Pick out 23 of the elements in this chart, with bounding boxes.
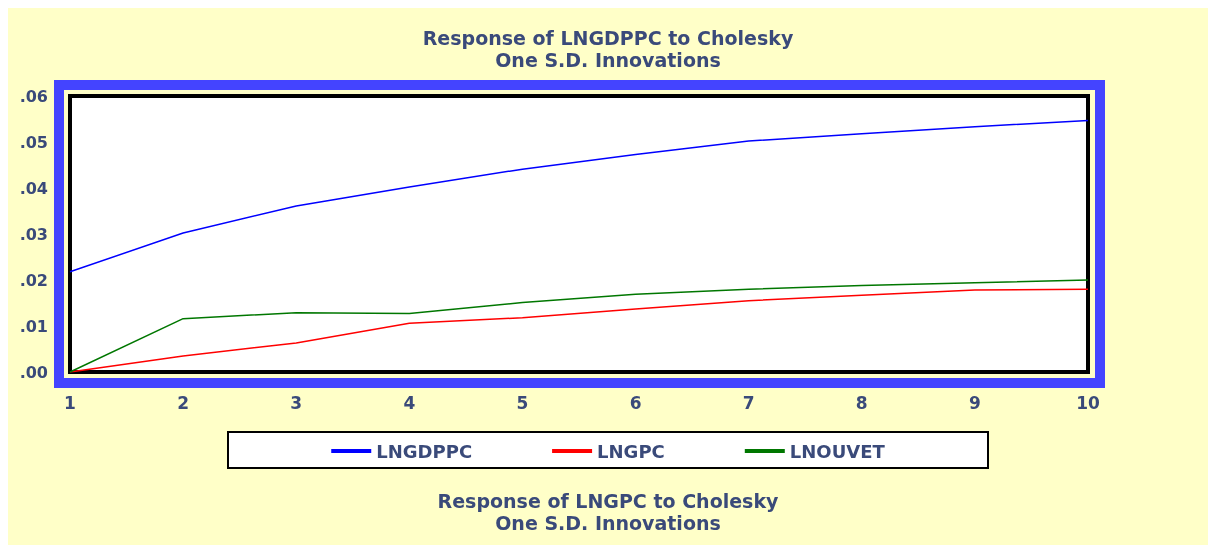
x-tick-label: 4	[403, 392, 416, 413]
x-tick-label: 1	[64, 392, 76, 413]
x-tick-label: 10	[1076, 392, 1100, 413]
legend-label: LNGDPPC	[376, 440, 473, 462]
x-tick-label: 2	[177, 392, 190, 413]
y-tick-label: .05	[19, 132, 48, 152]
y-tick-label: .00	[19, 362, 48, 382]
y-tick-label: .02	[19, 270, 48, 290]
x-tick-label: 6	[629, 392, 642, 413]
text: Response of LNGPC to Cholesky One S.D. Innovations	[437, 490, 780, 534]
y-tick-label: .03	[19, 224, 48, 244]
legend-label: LNOUVET	[789, 440, 886, 462]
x-tick-label: 3	[290, 392, 303, 413]
x-tick-label: 5	[516, 392, 529, 413]
y-tick-label: .04	[19, 178, 48, 198]
x-tick-label: 9	[968, 392, 981, 413]
x-tick-label: 8	[855, 392, 868, 413]
y-tick-label: .01	[19, 316, 48, 336]
y-tick-label: .06	[19, 86, 48, 106]
chart-title: Response of LNGDPPC to Cholesky One S.D. Innovations	[422, 27, 794, 71]
x-tick-label: 7	[742, 392, 755, 413]
line-series	[69, 119, 1089, 273]
legend-label: LNGPC	[597, 440, 665, 462]
